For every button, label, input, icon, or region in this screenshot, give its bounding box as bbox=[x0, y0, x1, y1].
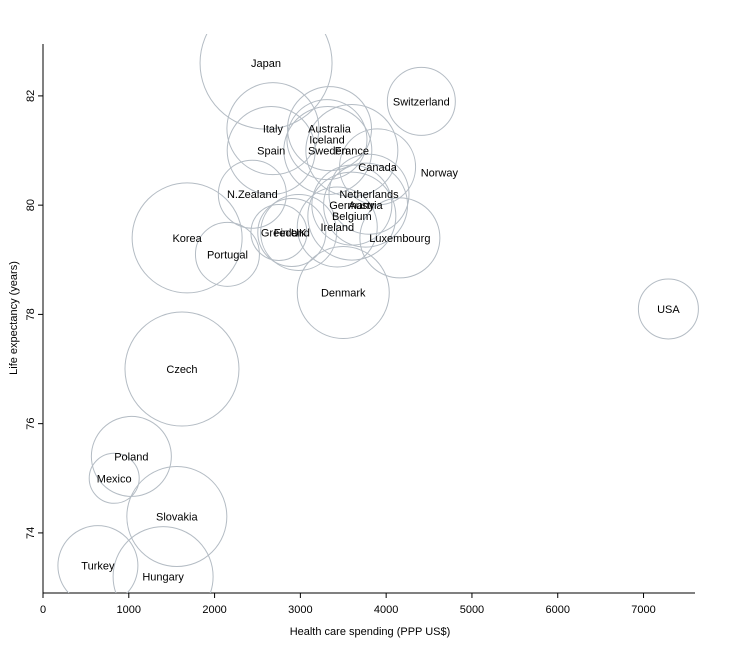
bubble-turkey bbox=[57, 525, 139, 593]
bubble-france bbox=[305, 104, 399, 198]
bubble-usa bbox=[637, 278, 699, 340]
x-tick-label: 3000 bbox=[288, 604, 312, 616]
bubble-label-austria: Austria bbox=[348, 200, 383, 212]
bubble-korea bbox=[131, 182, 243, 294]
bubble-label-slovakia: Slovakia bbox=[156, 512, 198, 524]
bubble-label-sweden: Sweden bbox=[308, 146, 348, 158]
bubble-circles bbox=[57, 34, 699, 593]
bubble-label-belgium: Belgium bbox=[332, 211, 372, 223]
bubble-label-n-zealand: N.Zealand bbox=[227, 189, 278, 201]
bubble-label-denmark: Denmark bbox=[321, 288, 366, 300]
bubble-label-japan: Japan bbox=[251, 58, 281, 70]
bubble-label-hungary: Hungary bbox=[142, 572, 184, 584]
bubble-australia bbox=[287, 86, 373, 172]
bubble-label-germany: Germany bbox=[329, 200, 375, 212]
bubble-finland bbox=[257, 197, 327, 267]
bubble-italy bbox=[226, 82, 320, 176]
bubble-netherlands bbox=[328, 153, 410, 235]
bubble-label-canada: Canada bbox=[358, 162, 397, 174]
bubble-label-uk: UK bbox=[291, 227, 307, 239]
x-tick-label: 7000 bbox=[631, 604, 655, 616]
y-tick-label: 80 bbox=[25, 199, 37, 211]
bubble-label-france: France bbox=[335, 146, 369, 158]
y-axis-title: Life expectancy (years) bbox=[8, 261, 20, 375]
bubble-label-italy: Italy bbox=[263, 124, 284, 136]
bubble-austria bbox=[323, 162, 409, 248]
bubble-japan bbox=[199, 34, 333, 130]
bubble-label-korea: Korea bbox=[172, 233, 202, 245]
axes: 0 1000 2000 3000 4000 5000 6000 7000 74 76 78 80 82 bbox=[25, 44, 695, 616]
bubble-label-ireland: Ireland bbox=[320, 222, 354, 234]
bubble-mexico bbox=[88, 452, 140, 504]
bubble-label-iceland: Iceland bbox=[309, 135, 344, 147]
x-tick-label: 6000 bbox=[545, 604, 569, 616]
bubble-label-luxembourg: Luxembourg bbox=[369, 233, 430, 245]
bubble-uk bbox=[260, 193, 338, 271]
bubble-label-australia: Australia bbox=[308, 124, 352, 136]
bubble-portugal bbox=[194, 221, 260, 287]
bubble-label-usa: USA bbox=[657, 304, 680, 316]
y-tick-label: 76 bbox=[25, 418, 37, 430]
y-tick-label: 78 bbox=[25, 308, 37, 320]
bubble-label-spain: Spain bbox=[257, 146, 285, 158]
bubble-label-netherlands: Netherlands bbox=[339, 189, 399, 201]
x-tick-label: 0 bbox=[40, 604, 46, 616]
bubble-luxembourg bbox=[359, 197, 441, 279]
bubble-sweden bbox=[283, 106, 373, 196]
bubble-label-greece: Greece bbox=[261, 227, 297, 239]
bubble-czech bbox=[124, 311, 240, 427]
bubble-label-turkey: Turkey bbox=[81, 561, 115, 573]
y-tick-label: 82 bbox=[25, 90, 37, 102]
bubble-slovakia bbox=[126, 466, 228, 568]
bubble-ireland bbox=[296, 186, 378, 268]
bubble-hungary bbox=[112, 526, 214, 593]
bubble-belgium bbox=[307, 171, 397, 261]
bubble-n-zealand bbox=[217, 159, 287, 229]
bubble-switzerland bbox=[386, 66, 456, 136]
x-tick-label: 1000 bbox=[117, 604, 141, 616]
x-tick-label: 5000 bbox=[460, 604, 484, 616]
bubble-label-poland: Poland bbox=[114, 451, 148, 463]
y-tick-label: 74 bbox=[25, 527, 37, 539]
bubble-label-finland: Finland bbox=[274, 227, 310, 239]
x-axis-title: Health care spending (PPP US$) bbox=[290, 626, 451, 638]
bubble-label-switzerland: Switzerland bbox=[393, 96, 450, 108]
bubble-label-mexico: Mexico bbox=[97, 473, 132, 485]
bubble-spain bbox=[226, 106, 316, 196]
x-tick-label: 4000 bbox=[374, 604, 398, 616]
bubble-denmark bbox=[296, 246, 390, 340]
bubble-label-norway: Norway bbox=[421, 167, 459, 179]
bubble-label-portugal: Portugal bbox=[207, 249, 248, 261]
x-tick-label: 2000 bbox=[202, 604, 226, 616]
bubble-label-czech: Czech bbox=[166, 364, 197, 376]
